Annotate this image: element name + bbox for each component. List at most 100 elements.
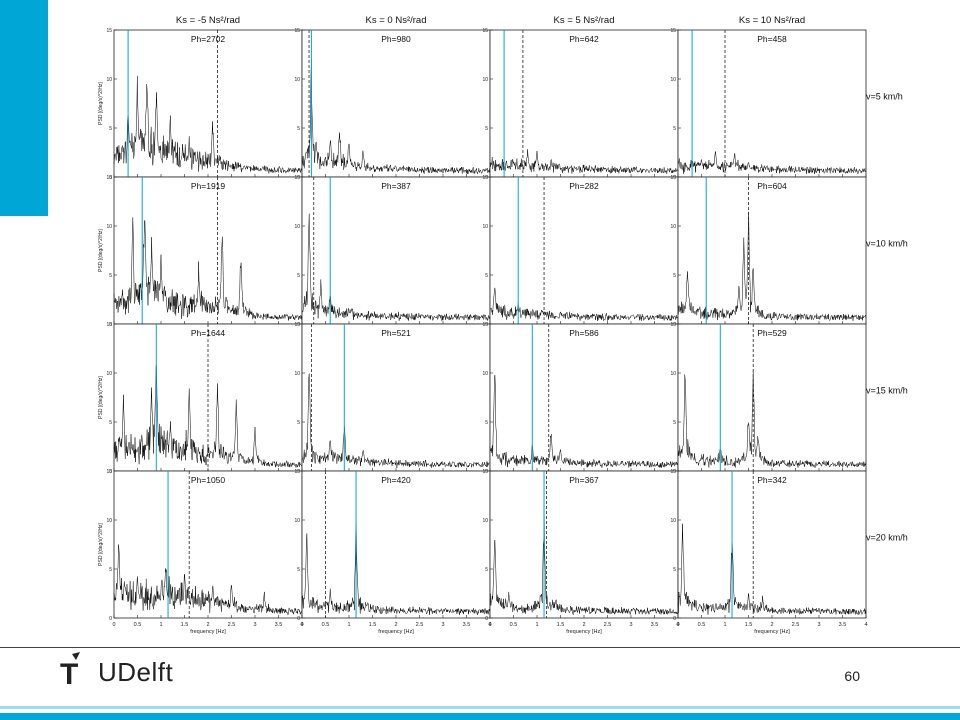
x-tick-label: 1 bbox=[159, 622, 162, 628]
subplot-frame bbox=[113, 176, 303, 325]
x-tick-label: 3 bbox=[629, 622, 632, 628]
x-tick-label: 3 bbox=[253, 622, 256, 628]
x-tick-label: 2 bbox=[582, 622, 585, 628]
subplot-frame bbox=[677, 29, 867, 178]
psd-trace bbox=[113, 544, 303, 616]
y-tick-label: 15 bbox=[294, 322, 300, 328]
x-tick-label: 3.5 bbox=[463, 622, 471, 628]
subplot-frame bbox=[677, 323, 867, 472]
subplot-frame bbox=[489, 470, 679, 619]
row-label: v=5 km/h bbox=[866, 92, 903, 102]
y-tick-label: 5 bbox=[673, 273, 676, 279]
ph-label: Ph=420 bbox=[381, 475, 411, 485]
accent-block bbox=[0, 0, 48, 216]
x-tick-label: 0.5 bbox=[134, 622, 142, 628]
y-tick-label: 0 bbox=[485, 616, 488, 622]
x-tick-label: 3.5 bbox=[651, 622, 659, 628]
subplot-frame bbox=[301, 470, 491, 619]
ph-label: Ph=642 bbox=[569, 34, 599, 44]
y-tick-label: 5 bbox=[297, 420, 300, 426]
x-tick-label: 0.5 bbox=[322, 622, 330, 628]
psd-trace bbox=[677, 370, 867, 469]
x-tick-label: 2 bbox=[394, 622, 397, 628]
x-tick-label: 1 bbox=[535, 622, 538, 628]
y-tick-label: 5 bbox=[673, 420, 676, 426]
y-tick-label: 15 bbox=[482, 469, 488, 475]
footer-rule bbox=[0, 647, 960, 648]
y-tick-label: 5 bbox=[485, 126, 488, 132]
y-tick-label: 15 bbox=[482, 322, 488, 328]
x-tick-label: 1.5 bbox=[369, 622, 377, 628]
x-tick-label: 3.5 bbox=[839, 622, 847, 628]
column-title: Ks = 0 Ns²/rad bbox=[366, 15, 427, 26]
y-tick-label: 10 bbox=[294, 371, 300, 377]
y-tick-label: 0 bbox=[109, 175, 112, 181]
subplot-frame bbox=[301, 29, 491, 178]
ph-label: Ph=604 bbox=[757, 181, 787, 191]
logo-mark: T bbox=[60, 658, 78, 691]
y-axis-label: PSD [(deg/s)^2/Hz] bbox=[98, 229, 104, 272]
psd-trace bbox=[489, 149, 679, 174]
subplot: 0 5 10 15 0 0.5 1 1.5 2 2.5 3 3.5 4 frequency [Hz] Ph=… bbox=[670, 469, 867, 635]
x-axis-label: frequency [Hz] bbox=[754, 629, 790, 635]
y-tick-label: 10 bbox=[294, 518, 300, 524]
x-tick-label: 1 bbox=[723, 622, 726, 628]
x-tick-label: 0 bbox=[676, 622, 679, 628]
flame-icon bbox=[72, 652, 80, 660]
psd-trace bbox=[677, 151, 867, 175]
y-tick-label: 15 bbox=[670, 322, 676, 328]
subplot-frame bbox=[301, 176, 491, 325]
y-tick-label: 5 bbox=[485, 420, 488, 426]
y-tick-label: 10 bbox=[482, 518, 488, 524]
y-tick-label: 0 bbox=[109, 616, 112, 622]
subplot-frame bbox=[677, 470, 867, 619]
y-tick-label: 15 bbox=[482, 175, 488, 181]
footer-strip bbox=[0, 713, 960, 720]
y-tick-label: 15 bbox=[294, 469, 300, 475]
y-tick-label: 15 bbox=[106, 322, 112, 328]
ph-label: Ph=1919 bbox=[191, 181, 226, 191]
y-tick-label: 5 bbox=[485, 567, 488, 573]
y-tick-label: 5 bbox=[109, 567, 112, 573]
x-tick-label: 2 bbox=[770, 622, 773, 628]
y-tick-label: 15 bbox=[294, 175, 300, 181]
x-tick-label: 2.5 bbox=[792, 622, 800, 628]
psd-trace bbox=[489, 374, 679, 469]
psd-trace bbox=[113, 75, 303, 174]
psd-trace bbox=[677, 212, 867, 322]
x-tick-label: 0 bbox=[300, 622, 303, 628]
y-tick-label: 5 bbox=[109, 420, 112, 426]
page-number: 60 bbox=[844, 668, 860, 684]
psd-trace bbox=[301, 517, 491, 615]
x-tick-label: 3 bbox=[441, 622, 444, 628]
x-axis-label: frequency [Hz] bbox=[378, 629, 414, 635]
x-tick-label: 4 bbox=[864, 622, 867, 628]
subplot: 0 5 10 15 PSD [(deg/s)^2/Hz] Ph=2702 bbox=[98, 28, 303, 181]
ph-label: Ph=282 bbox=[569, 181, 599, 191]
ph-label: Ph=1050 bbox=[191, 475, 226, 485]
ph-label: Ph=529 bbox=[757, 328, 787, 338]
row-label: v=10 km/h bbox=[866, 239, 908, 249]
y-tick-label: 15 bbox=[106, 175, 112, 181]
column-title: Ks = 5 Ns²/rad bbox=[554, 15, 615, 26]
column-title: Ks = 10 Ns²/rad bbox=[739, 15, 805, 26]
y-tick-label: 10 bbox=[106, 371, 112, 377]
ph-label: Ph=2702 bbox=[191, 34, 226, 44]
y-tick-label: 10 bbox=[670, 371, 676, 377]
ph-label: Ph=458 bbox=[757, 34, 787, 44]
row-label: v=20 km/h bbox=[866, 533, 908, 543]
ph-label: Ph=980 bbox=[381, 34, 411, 44]
y-axis-label: PSD [(deg/s)^2/Hz] bbox=[98, 523, 104, 566]
y-tick-label: 10 bbox=[670, 77, 676, 83]
psd-trace bbox=[677, 523, 867, 616]
y-tick-label: 0 bbox=[109, 469, 112, 475]
x-tick-label: 0 bbox=[488, 622, 491, 628]
y-tick-label: 5 bbox=[297, 273, 300, 279]
y-tick-label: 5 bbox=[297, 567, 300, 573]
